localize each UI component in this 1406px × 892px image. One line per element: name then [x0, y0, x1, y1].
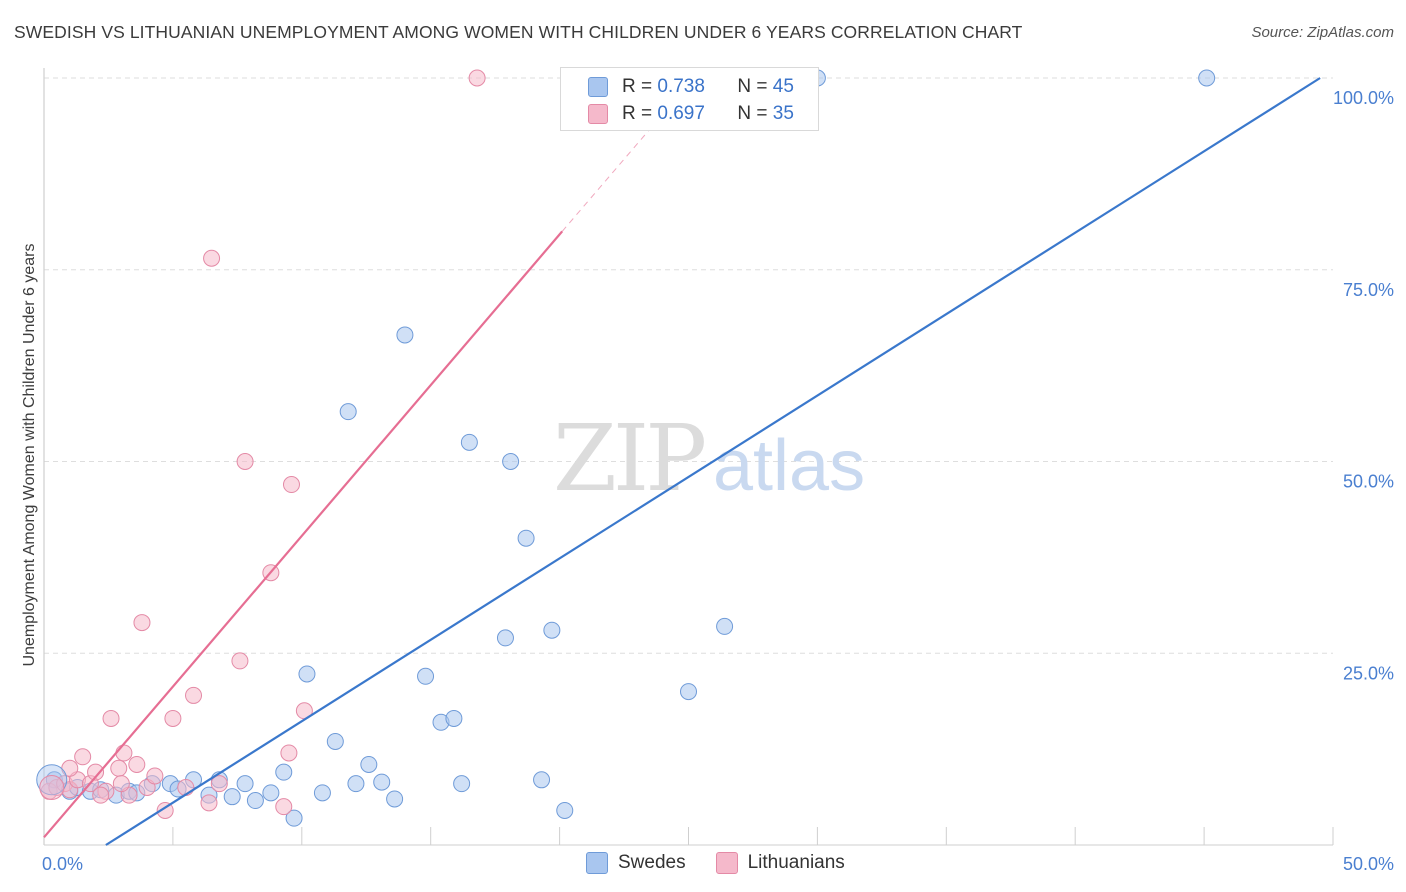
- swedes-point: [557, 802, 573, 818]
- swedes-point: [299, 666, 315, 682]
- swedes-n-value: 45: [773, 76, 794, 98]
- swedes-legend-swatch: [586, 852, 608, 874]
- lithuanians-point: [75, 749, 91, 765]
- swedes-point: [237, 776, 253, 792]
- watermark: ZIP atlas: [553, 405, 865, 512]
- n-label: N =: [737, 103, 767, 125]
- lithuanians-n-value: 35: [773, 103, 794, 125]
- lithuanians-point-cluster: [40, 775, 64, 799]
- lithuanians-point: [111, 760, 127, 776]
- swedes-point: [314, 785, 330, 801]
- swedes-point: [461, 434, 477, 450]
- lithuanians-trend-extension: [562, 120, 657, 231]
- swedes-point: [327, 733, 343, 749]
- lithuanians-point: [116, 745, 132, 761]
- swedes-swatch: [588, 77, 608, 97]
- legend-item-swedes[interactable]: Swedes: [586, 852, 686, 874]
- watermark-atlas: atlas: [713, 426, 865, 506]
- swedes-point: [1199, 70, 1215, 86]
- swedes-point: [224, 789, 240, 805]
- swedes-point: [503, 454, 519, 470]
- y-tick-label: 50.0%: [1343, 472, 1394, 492]
- lithuanians-swatch: [588, 104, 608, 124]
- swedes-point: [446, 710, 462, 726]
- swedes-point: [348, 776, 364, 792]
- r-label: R =: [622, 76, 652, 98]
- lithuanians-point: [147, 768, 163, 784]
- swedes-point: [534, 772, 550, 788]
- lithuanians-point: [103, 710, 119, 726]
- lithuanians-point: [237, 454, 253, 470]
- lithuanians-point: [232, 653, 248, 669]
- lithuanians-trend-line: [44, 231, 562, 837]
- lithuanians-point: [281, 745, 297, 761]
- r-label: R =: [622, 103, 652, 125]
- lithuanians-point: [186, 687, 202, 703]
- y-tick-label: 100.0%: [1333, 88, 1394, 108]
- series-legend: Swedes Lithuanians: [586, 852, 875, 874]
- lithuanians-legend-swatch: [716, 852, 738, 874]
- swedes-point: [717, 618, 733, 634]
- lithuanians-point: [165, 710, 181, 726]
- lithuanians-point: [134, 615, 150, 631]
- swedes-r-value: 0.738: [657, 76, 737, 98]
- swedes-point: [247, 793, 263, 809]
- swedes-point: [518, 530, 534, 546]
- lithuanians-point: [204, 250, 220, 266]
- lithuanians-point: [178, 779, 194, 795]
- lithuanians-r-value: 0.697: [657, 103, 737, 125]
- lithuanians-point: [93, 787, 109, 803]
- swedes-point: [340, 404, 356, 420]
- x-tick-label: 0.0%: [42, 854, 83, 874]
- swedes-point: [544, 622, 560, 638]
- lithuanians-point: [469, 70, 485, 86]
- swedes-point: [497, 630, 513, 646]
- swedes-point: [263, 785, 279, 801]
- scatter-chart: ZIP atlas 25.0% 50.0% 75.0% 100.0% 0.0% 50.0%: [0, 0, 1406, 892]
- legend-item-lithuanians[interactable]: Lithuanians: [716, 852, 845, 874]
- legend-row-lithuanians: R = 0.697 N = 35: [561, 100, 794, 128]
- swedes-point: [361, 756, 377, 772]
- x-tick-label: 50.0%: [1343, 854, 1394, 874]
- lithuanians-point: [283, 477, 299, 493]
- swedes-point: [454, 776, 470, 792]
- swedes-point: [397, 327, 413, 343]
- correlation-legend: R = 0.738 N = 45 R = 0.697 N = 35: [560, 67, 819, 131]
- n-label: N =: [737, 76, 767, 98]
- lithuanians-legend-label: Lithuanians: [748, 852, 845, 874]
- watermark-zip: ZIP: [553, 405, 704, 512]
- grid: [44, 78, 1333, 653]
- swedes-point: [276, 764, 292, 780]
- lithuanians-point: [276, 799, 292, 815]
- lithuanians-point: [201, 795, 217, 811]
- legend-row-swedes: R = 0.738 N = 45: [561, 73, 794, 101]
- swedes-legend-label: Swedes: [618, 852, 686, 874]
- swedes-point: [418, 668, 434, 684]
- lithuanians-point: [113, 776, 129, 792]
- lithuanians-point: [129, 756, 145, 772]
- swedes-point: [681, 684, 697, 700]
- swedes-point: [387, 791, 403, 807]
- y-tick-label: 75.0%: [1343, 280, 1394, 300]
- y-tick-label: 25.0%: [1343, 663, 1394, 683]
- swedes-point: [374, 774, 390, 790]
